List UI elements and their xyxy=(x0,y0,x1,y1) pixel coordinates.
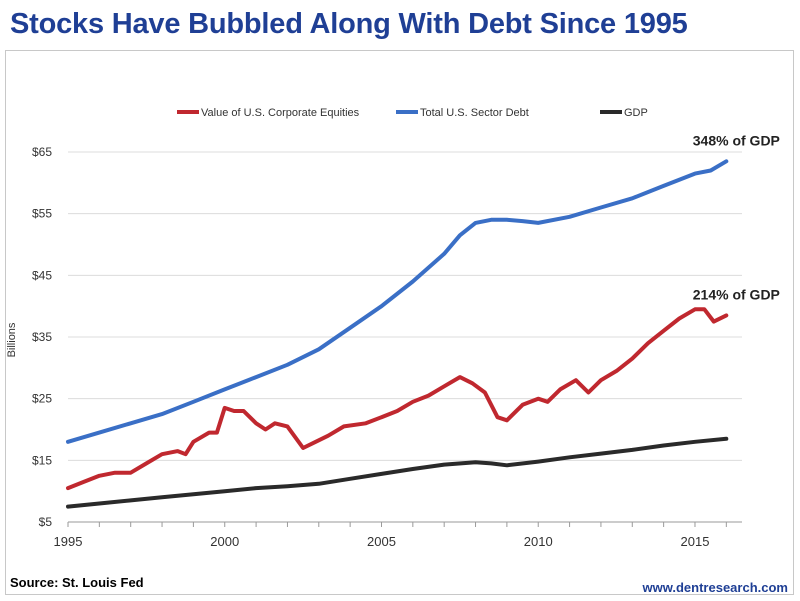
y-axis-label: Billions xyxy=(6,322,18,357)
x-tick-label: 2015 xyxy=(681,534,710,549)
website-credit: www.dentresearch.com xyxy=(642,580,788,595)
x-tick-label: 2005 xyxy=(367,534,396,549)
chart-frame xyxy=(5,50,794,595)
annotation-label: 348% of GDP xyxy=(693,132,780,148)
series-lines xyxy=(66,159,729,509)
page-title: Stocks Have Bubbled Along With Debt Sinc… xyxy=(10,8,688,40)
y-tick-label: $5 xyxy=(39,515,53,529)
y-tick-label: $45 xyxy=(32,268,52,282)
annotations: 348% of GDP 214% of GDP xyxy=(693,132,780,302)
x-tick-label: 2010 xyxy=(524,534,553,549)
grid-lines xyxy=(68,151,742,461)
legend: Value of U.S. Corporate Equities Total U.… xyxy=(177,107,648,119)
y-tick-label: $25 xyxy=(32,392,52,406)
y-tick-label: $55 xyxy=(32,207,52,221)
series-line xyxy=(66,159,729,444)
x-tick-labels: 1995 2000 2005 2010 2015 xyxy=(54,534,710,549)
x-tick-label: 1995 xyxy=(54,534,83,549)
y-tick-label: $35 xyxy=(32,330,52,344)
y-tick-labels: $5 $15 $25 $35 $45 $55 $65 xyxy=(32,145,52,529)
axes xyxy=(67,521,742,527)
legend-label: GDP xyxy=(624,107,648,119)
legend-label: Total U.S. Sector Debt xyxy=(420,107,529,119)
x-tick-label: 2000 xyxy=(210,534,239,549)
y-tick-label: $65 xyxy=(32,145,52,159)
legend-label: Value of U.S. Corporate Equities xyxy=(201,107,360,119)
series-line xyxy=(66,307,729,491)
y-tick-label: $15 xyxy=(32,453,52,467)
annotation-label: 214% of GDP xyxy=(693,286,780,302)
series-line xyxy=(66,436,729,509)
source-note: Source: St. Louis Fed xyxy=(10,575,144,590)
